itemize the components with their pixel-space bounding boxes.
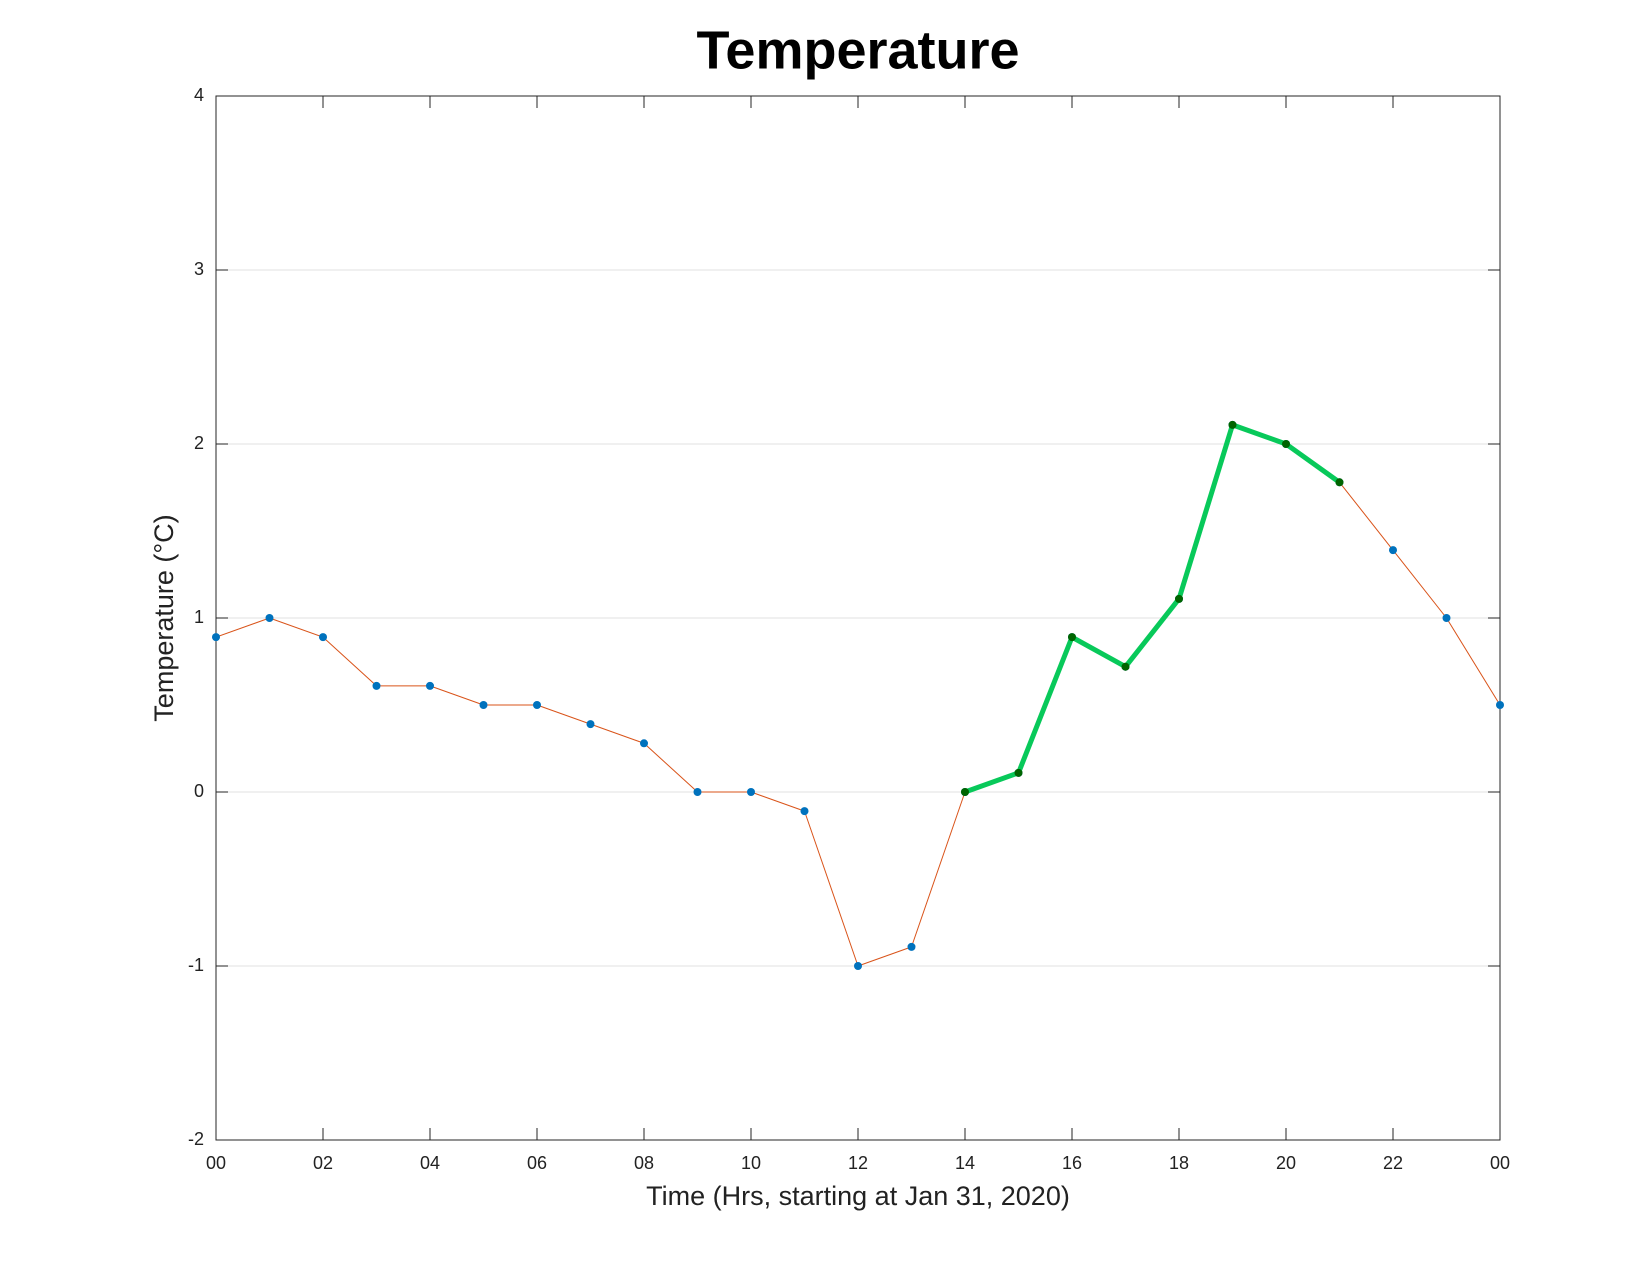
data-point xyxy=(1282,440,1290,448)
x-tick-label: 00 xyxy=(206,1153,226,1173)
data-point xyxy=(1496,701,1504,709)
x-tick-label: 22 xyxy=(1383,1153,1403,1173)
data-point xyxy=(265,614,274,622)
data-point xyxy=(1335,478,1344,487)
data-point xyxy=(426,681,434,690)
data-point xyxy=(747,788,755,796)
x-tick-label: 12 xyxy=(848,1153,868,1173)
y-tick-label: -2 xyxy=(188,1129,204,1149)
x-tick-label: 04 xyxy=(420,1153,440,1173)
x-tick-label: 00 xyxy=(1490,1153,1510,1173)
x-axis-label: Time (Hrs, starting at Jan 31, 2020) xyxy=(646,1181,1070,1211)
data-point xyxy=(800,807,809,816)
x-tick-label: 02 xyxy=(313,1153,333,1173)
data-point xyxy=(693,788,702,796)
data-point xyxy=(1068,633,1076,642)
data-point xyxy=(319,633,327,642)
x-tick-label: 20 xyxy=(1276,1153,1296,1173)
data-point xyxy=(479,701,488,709)
data-point xyxy=(1442,614,1451,622)
y-tick-label: 1 xyxy=(194,607,204,627)
data-line xyxy=(215,424,1501,967)
data-point xyxy=(586,720,595,729)
x-tick-label: 10 xyxy=(741,1153,761,1173)
y-tick-label: 0 xyxy=(194,781,204,801)
data-point xyxy=(1014,768,1023,777)
x-tick-label: 06 xyxy=(527,1153,547,1173)
data-point xyxy=(1389,546,1397,555)
data-point xyxy=(212,633,220,642)
data-line xyxy=(964,422,1341,795)
data-point xyxy=(1228,420,1237,429)
plot-frame xyxy=(215,95,1501,1141)
y-tick-label: 4 xyxy=(194,85,204,105)
y-tick-label: 2 xyxy=(194,433,204,453)
y-tick-label: 3 xyxy=(194,259,204,279)
data-point xyxy=(640,739,648,748)
data-point xyxy=(1121,662,1130,671)
data-point xyxy=(907,942,916,951)
x-tick-label: 18 xyxy=(1169,1153,1189,1173)
y-tick-label: -1 xyxy=(188,955,204,975)
x-tick-label: 16 xyxy=(1062,1153,1082,1173)
x-tick-label: 14 xyxy=(955,1153,975,1173)
data-point xyxy=(854,962,862,970)
data-point xyxy=(1175,594,1183,603)
data-point xyxy=(961,788,969,796)
y-axis-label: Temperature (°C) xyxy=(149,514,179,721)
chart-title: Temperature xyxy=(696,20,1019,80)
data-point xyxy=(533,701,541,709)
data-point xyxy=(372,681,381,690)
x-tick-label: 08 xyxy=(634,1153,654,1173)
